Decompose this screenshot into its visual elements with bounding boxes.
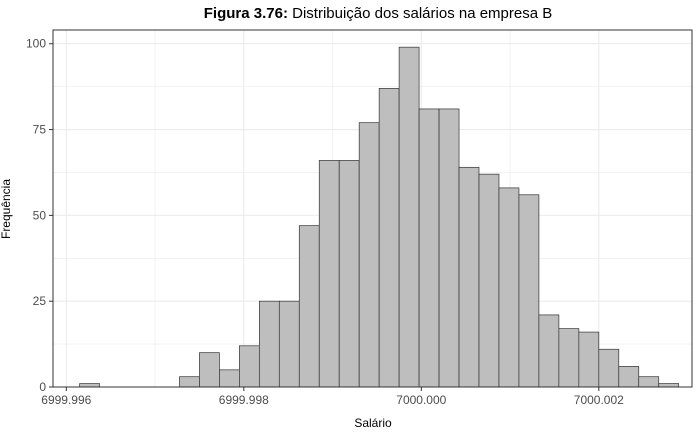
x-tick-label: 6999.996 <box>41 393 91 407</box>
histogram-bar <box>378 88 400 388</box>
histogram-bar <box>558 328 580 388</box>
histogram-bar <box>498 187 520 388</box>
histogram-bar <box>618 366 640 388</box>
histogram-bar <box>199 352 220 388</box>
chart-title-text: Distribuição dos salários na empresa B <box>288 5 552 22</box>
panel-border <box>52 29 693 388</box>
y-tick-label: 50 <box>33 208 47 222</box>
histogram-bar <box>298 225 320 388</box>
histogram-bar <box>338 160 360 388</box>
histogram-bar <box>179 376 200 388</box>
y-axis-ticks: 0 25 50 75 100 <box>26 37 53 394</box>
histogram-bar <box>418 108 440 388</box>
histogram-bar <box>79 383 100 388</box>
histogram-bar <box>318 160 340 388</box>
histogram-bars <box>79 46 680 388</box>
histogram-bar <box>518 194 540 388</box>
x-axis-ticks: 6999.996 6999.998 7000.000 7000.002 <box>41 387 624 407</box>
chart-title: Figura 3.76: Distribuição dos salários n… <box>204 5 553 22</box>
y-tick-label: 75 <box>33 123 47 137</box>
x-axis-label: Salário <box>354 416 392 430</box>
y-tick-label: 0 <box>39 380 46 394</box>
y-tick-label: 100 <box>26 37 46 51</box>
histogram-bar <box>438 108 460 388</box>
histogram-bar <box>458 166 480 388</box>
histogram-bar <box>578 331 600 388</box>
y-tick-label: 25 <box>33 294 47 308</box>
histogram-bar <box>278 300 300 388</box>
histogram-bar <box>239 345 260 388</box>
x-tick-label: 6999.998 <box>219 393 269 407</box>
histogram-bar <box>658 383 680 388</box>
chart-title-prefix: Figura 3.76: <box>204 5 288 22</box>
histogram-bar <box>598 348 620 388</box>
x-tick-label: 7000.000 <box>396 393 446 407</box>
histogram-bar <box>478 173 500 388</box>
histogram-bar <box>358 122 380 388</box>
y-axis-label: Frequência <box>0 179 13 239</box>
histogram-bar <box>538 314 560 388</box>
histogram-bar <box>398 46 420 388</box>
histogram-bar <box>219 369 240 388</box>
histogram-bar <box>258 300 280 388</box>
histogram-bar <box>638 376 660 388</box>
x-tick-label: 7000.002 <box>574 393 624 407</box>
